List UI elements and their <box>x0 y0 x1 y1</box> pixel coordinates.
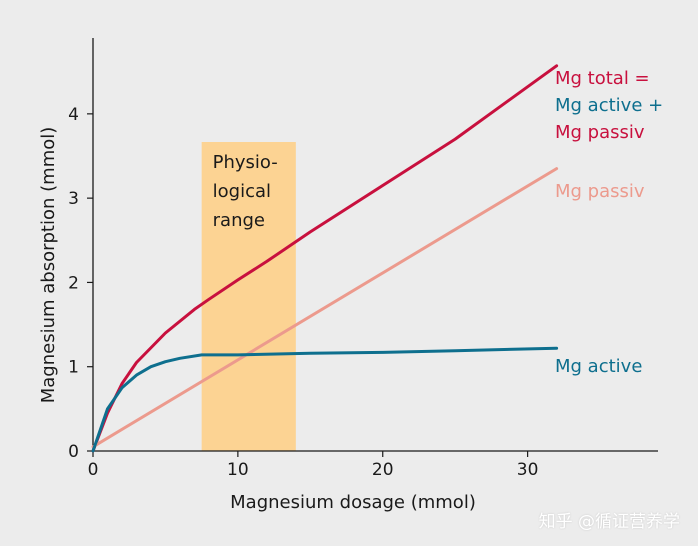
series-annotation: Mg active <box>555 356 642 377</box>
series-line-mg-total <box>91 64 559 453</box>
x-tick-label: 30 <box>517 460 539 480</box>
x-tick: 30 <box>517 451 539 480</box>
x-tick: 0 <box>88 451 99 480</box>
y-tick: 1 <box>68 358 93 378</box>
y-tick-label: 4 <box>68 105 79 125</box>
y-tick: 2 <box>68 273 93 293</box>
series-annotation: Mg passiv <box>555 122 645 143</box>
y-tick-label: 3 <box>68 189 79 209</box>
series-line-mg-active <box>91 346 559 453</box>
range-label-line: range <box>213 210 265 231</box>
x-tick: 20 <box>372 451 394 480</box>
y-tick: 3 <box>68 189 93 209</box>
x-tick-label: 20 <box>372 460 394 480</box>
series-annotation: Mg active + <box>555 95 663 116</box>
x-tick-label: 0 <box>88 460 99 480</box>
x-axis-title: Magnesium dosage (mmol) <box>230 492 476 513</box>
physiological-range-band <box>201 142 296 451</box>
series-annotation: Mg total = <box>555 68 650 89</box>
series-line-mg-passiv <box>91 167 559 449</box>
y-tick-label: 2 <box>68 273 79 293</box>
range-label-line: Physio- <box>213 152 278 173</box>
y-tick-label: 0 <box>68 442 79 462</box>
y-tick: 0 <box>68 442 93 462</box>
y-tick: 4 <box>68 105 93 125</box>
series-annotation: Mg passiv <box>555 181 645 202</box>
x-tick: 10 <box>227 451 249 480</box>
watermark: 知乎 @循证营养学 <box>538 512 680 532</box>
y-tick-label: 1 <box>68 358 79 378</box>
x-tick-label: 10 <box>227 460 249 480</box>
y-axis-title: Magnesium absorption (mmol) <box>38 127 59 404</box>
range-label-line: logical <box>213 181 271 202</box>
